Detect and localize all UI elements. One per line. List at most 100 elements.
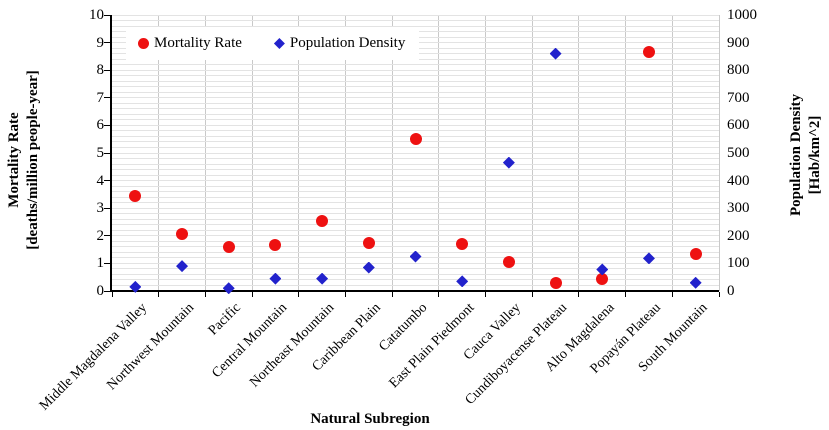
gridline-horizontal [112,102,719,104]
population-density-point [176,260,189,273]
y-tick-label-right: 0 [727,283,735,299]
left-axis-tick [104,14,110,16]
left-axis-tick [104,97,110,99]
category-label: Northwest Mountain [104,300,197,394]
gridline-horizontal [112,25,719,27]
x-axis-tick [298,292,300,297]
gridline-horizontal [112,213,719,215]
gridline-horizontal [112,229,719,231]
gridline-horizontal [112,163,719,165]
left-axis-tick [104,262,110,264]
legend-item-mortality-rate: Mortality Rate [138,35,242,52]
y-tick-label-left: 7 [96,89,105,106]
y-tick-label-left: 0 [96,283,105,299]
x-axis-tick [671,292,673,297]
population-density-point [549,47,562,60]
x-axis-tick [344,292,346,297]
y-tick-label-left: 8 [96,62,105,79]
legend-label-population-density: Population Density [289,35,406,51]
gridline-horizontal [112,69,719,71]
y-tick-label-left: 2 [96,227,105,244]
population-density-point [222,282,235,295]
gridline-horizontal [112,191,719,193]
right-axis-title-line2: [Hab/km^2] [807,115,823,195]
mortality-rate-point [176,228,189,241]
left-axis-tick [104,235,110,237]
gridline-horizontal [112,235,719,237]
left-axis-tick [104,124,110,126]
x-axis-tick [718,292,720,297]
mortality-rate-point [269,239,282,252]
gridline-horizontal [112,224,719,226]
x-axis-tick [251,292,253,297]
left-axis-tick [104,290,110,292]
gridline-horizontal [112,185,719,187]
y-tick-label-right: 900 [727,34,750,51]
legend-item-population-density: Population Density [273,35,406,52]
y-tick-label-right: 100 [727,255,750,272]
x-axis-tick [158,292,160,297]
category-label: Pacific [205,300,244,339]
legend: Mortality Rate Population Density [126,27,420,60]
population-density-point [409,250,422,263]
left-axis-tick [104,42,110,44]
y-tick-label-left: 3 [96,200,105,217]
population-density-point [502,156,515,169]
y-tick-label-right: 500 [727,145,750,161]
gridline-horizontal [112,20,719,22]
y-tick-label-right: 800 [727,62,750,79]
left-axis-line [110,15,112,292]
population-density-point [316,272,329,285]
gridline-horizontal [112,268,719,270]
y-tick-label-right: 600 [727,117,750,134]
left-axis-tick [104,69,110,71]
gridline-horizontal [112,196,719,198]
gridline-horizontal [112,130,719,132]
left-axis-tick [104,180,110,182]
population-density-point [596,263,609,276]
mortality-rate-point [689,247,702,260]
gridline-horizontal [112,64,719,66]
right-axis-title-line1: Population Density [788,93,804,217]
y-tick-label-left: 10 [89,7,104,23]
gridline-horizontal [112,180,719,182]
gridline-horizontal [112,146,719,148]
gridline-horizontal [112,75,719,77]
mortality-rate-point [362,236,375,249]
x-axis-tick [111,292,113,297]
category-label: Northeast Mountain [247,300,338,391]
gridline-horizontal [112,158,719,160]
mortality-rate-point [549,276,562,289]
gridline-horizontal [112,246,719,248]
mortality-rate-point [642,46,655,59]
gridline-horizontal [112,240,719,242]
gridline-horizontal [112,119,719,121]
category-label: East Plain Piedmont [386,300,478,392]
gridline-horizontal [112,284,719,286]
left-axis-tick [104,207,110,209]
left-axis-title-line1: Mortality Rate [6,112,22,208]
right-axis-title: Population Density [Hab/km^2] [787,94,825,216]
mortality-rate-point [316,214,329,227]
population-density-point [129,280,142,293]
gridline-horizontal [112,273,719,275]
mortality-rate-point [596,272,609,285]
population-density-point [269,272,282,285]
gridline-horizontal [112,124,719,126]
population-density-point [362,261,375,274]
y-tick-label-right: 400 [727,172,750,189]
y-tick-label-right: 700 [727,89,750,106]
legend-label-mortality-rate: Mortality Rate [154,35,242,51]
population-density-point [456,275,469,288]
gridline-horizontal [112,113,719,115]
left-axis-tick [104,152,110,154]
gridline-horizontal [112,218,719,220]
left-axis-title-line2: [deaths/million people-year] [25,70,41,250]
gridline-horizontal [112,279,719,281]
mortality-rate-point [502,256,515,269]
y-tick-label-right: 200 [727,227,750,244]
gridline-horizontal [112,174,719,176]
gridline-horizontal [112,169,719,171]
gridline-horizontal [112,262,719,264]
